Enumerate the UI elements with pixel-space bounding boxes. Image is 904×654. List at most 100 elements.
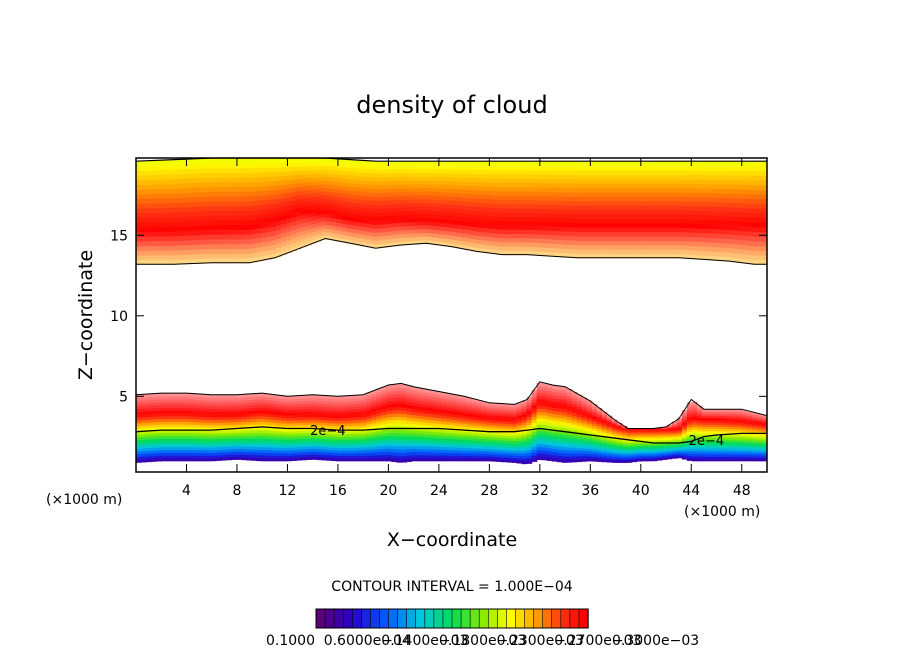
upper-layer-cell [316, 203, 322, 208]
upper-layer-cell [501, 250, 508, 256]
upper-layer-cell [641, 249, 648, 255]
lower-layer-cell [391, 384, 398, 389]
upper-layer-cell [641, 209, 648, 215]
lower-layer-cell [256, 438, 262, 442]
upper-layer-cell [526, 220, 533, 226]
lower-layer-cell [376, 400, 382, 405]
upper-layer-cell [216, 186, 222, 192]
upper-layer-cell [211, 243, 217, 249]
upper-layer-cell [511, 173, 518, 179]
lower-layer-cell [291, 403, 297, 408]
upper-layer-cell [156, 179, 162, 185]
lower-layer-cell [446, 418, 453, 423]
lower-layer-cell [381, 445, 387, 449]
upper-layer-cell [736, 216, 743, 222]
upper-layer-cell [411, 229, 418, 234]
lower-layer-cell [351, 449, 357, 454]
lower-layer-cell [371, 405, 377, 409]
lower-layer-cell [191, 407, 197, 411]
lower-layer-cell [436, 391, 443, 395]
lower-layer-cell [406, 429, 413, 434]
upper-layer-cell [626, 196, 633, 202]
lower-layer-cell [266, 402, 272, 406]
lower-layer-cell [141, 428, 147, 432]
upper-layer-cell [456, 240, 463, 245]
lower-layer-cell [591, 449, 598, 453]
lower-layer-cell [506, 454, 513, 458]
lower-layer-cell [361, 416, 367, 420]
upper-layer-cell [716, 183, 723, 189]
lower-layer-cell [296, 446, 302, 450]
upper-layer-cell [476, 227, 483, 232]
lower-layer-cell [546, 396, 553, 401]
lower-layer-cell [226, 402, 232, 407]
lower-layer-cell [291, 412, 297, 416]
lower-layer-cell [526, 421, 533, 426]
upper-layer-cell [356, 175, 362, 181]
lower-layer-cell [221, 457, 227, 461]
lower-layer-cell [431, 457, 438, 462]
lower-layer-cell [396, 386, 403, 391]
upper-layer-cell [476, 194, 483, 199]
lower-layer-cell [311, 453, 317, 458]
upper-layer-cell [631, 178, 638, 184]
upper-layer-cell [596, 196, 603, 202]
lower-layer-cell [451, 416, 458, 420]
upper-layer-cell [391, 207, 398, 212]
lower-layer-cell [276, 449, 282, 454]
lower-layer-cell [476, 400, 483, 404]
upper-layer-cell [496, 173, 503, 179]
lower-layer-cell [336, 444, 342, 448]
upper-layer-cell [631, 196, 638, 202]
upper-layer-cell [551, 169, 558, 175]
lower-layer-cell [516, 437, 523, 441]
upper-layer-cell [631, 161, 638, 167]
upper-layer-cell [341, 215, 347, 221]
upper-layer-cell [656, 231, 663, 237]
upper-layer-cell [481, 231, 488, 237]
lower-layer-cell [266, 413, 272, 417]
lower-layer-cell [316, 424, 322, 428]
lower-layer-cell [201, 394, 207, 398]
lower-layer-cell [221, 432, 227, 437]
lower-layer-cell [371, 393, 377, 398]
lower-layer-cell [196, 452, 202, 456]
upper-layer-cell [446, 238, 453, 243]
lower-layer-cell [351, 403, 357, 407]
lower-layer-cell [191, 432, 197, 437]
lower-layer-cell [201, 416, 207, 420]
upper-layer-cell [711, 210, 718, 216]
upper-layer-cell [311, 196, 317, 202]
upper-layer-cell [136, 240, 142, 247]
upper-layer-cell [491, 245, 498, 251]
upper-layer-cell [356, 183, 362, 188]
lower-layer-cell [441, 452, 448, 456]
lower-layer-cell [346, 398, 352, 402]
lower-layer-cell [561, 408, 568, 413]
lower-layer-cell [156, 421, 162, 425]
lower-layer-cell [276, 414, 282, 418]
lower-layer-cell [331, 406, 337, 411]
lower-layer-cell [331, 441, 337, 445]
upper-layer-cell [401, 176, 408, 181]
lower-layer-cell [571, 435, 578, 440]
lower-layer-cell [386, 445, 393, 449]
lower-layer-cell [421, 454, 428, 459]
lower-layer-cell [231, 435, 237, 439]
lower-layer-cell [276, 447, 282, 451]
lower-layer-cell [586, 435, 593, 439]
upper-layer-cell [441, 211, 448, 216]
lower-layer-cell [456, 425, 463, 429]
lower-layer-cell [406, 423, 413, 428]
upper-layer-cell [231, 196, 237, 202]
upper-layer-cell [201, 215, 207, 221]
upper-layer-cell [296, 186, 302, 192]
lower-layer-cell [266, 427, 272, 431]
upper-layer-cell [681, 240, 688, 246]
lower-layer-cell [441, 401, 448, 405]
lower-layer-cell [426, 451, 433, 456]
upper-layer-cell [161, 174, 167, 180]
upper-layer-cell [666, 240, 673, 246]
upper-layer-cell [471, 181, 478, 187]
upper-layer-cell [376, 180, 382, 186]
